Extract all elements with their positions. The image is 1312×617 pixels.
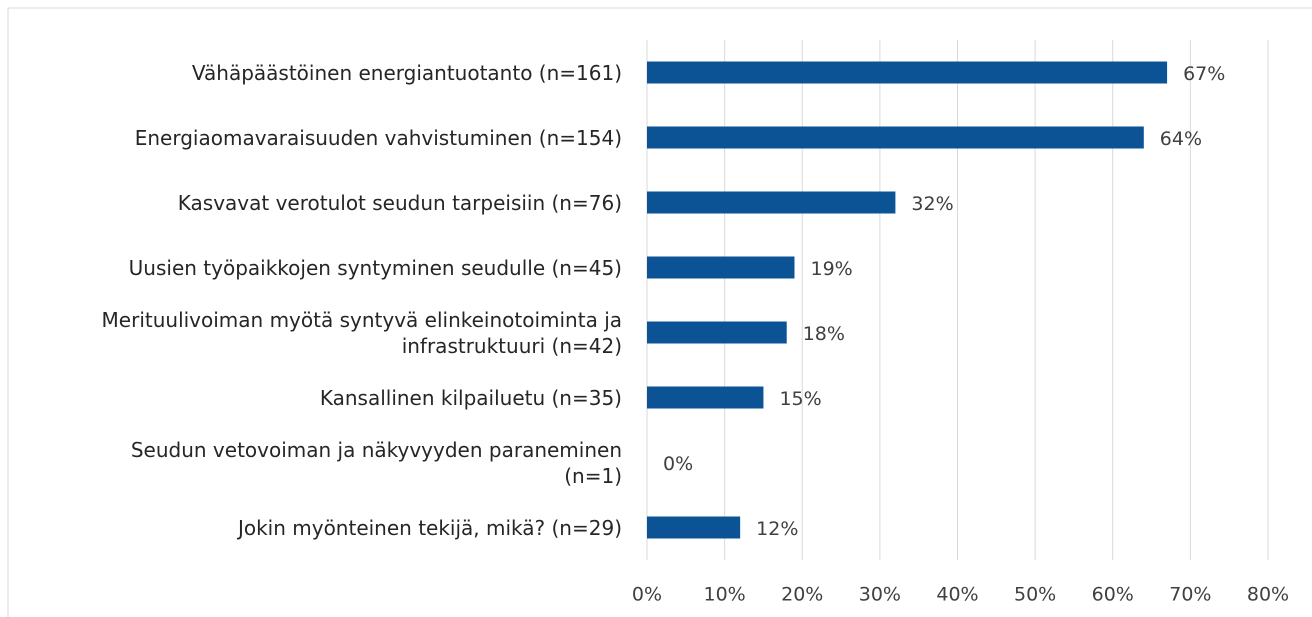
bar	[647, 126, 1144, 149]
category-label: Seudun vetovoiman ja näkyvyyden paranemi…	[130, 437, 622, 488]
category-label: Kasvavat verotulot seudun tarpeisiin (n=…	[177, 190, 622, 215]
value-label: 19%	[810, 258, 852, 280]
bar	[647, 386, 764, 409]
x-tick-label: 80%	[1247, 584, 1289, 606]
frame	[7, 7, 1312, 617]
x-tick-label: 0%	[632, 584, 662, 606]
value-label: 64%	[1160, 128, 1202, 150]
bar	[647, 61, 1168, 84]
category-label: Merituulivoiman myötä syntyvä elinkeinot…	[101, 307, 622, 358]
x-tick-label: 10%	[704, 584, 746, 606]
category-label: Uusien työpaikkojen syntyminen seudulle …	[128, 255, 622, 280]
bar	[647, 321, 787, 344]
x-tick-label: 70%	[1169, 584, 1211, 606]
x-tick-label: 20%	[781, 584, 823, 606]
bar	[647, 191, 896, 214]
value-label: 12%	[756, 518, 798, 540]
category-label: Vähäpäästöinen energiantuotanto (n=161)	[191, 60, 622, 85]
value-label: 32%	[911, 193, 953, 215]
bar	[647, 256, 795, 279]
value-label: 0%	[663, 453, 693, 475]
category-label: Jokin myönteinen tekijä, mikä? (n=29)	[237, 515, 622, 540]
bar	[647, 516, 741, 539]
x-tick-label: 40%	[936, 584, 978, 606]
x-tick-label: 50%	[1014, 584, 1056, 606]
x-tick-label: 60%	[1092, 584, 1134, 606]
value-label: 18%	[803, 323, 845, 345]
category-label: Kansallinen kilpailuetu (n=35)	[319, 385, 622, 410]
value-label: 15%	[779, 388, 821, 410]
x-tick-label: 30%	[859, 584, 901, 606]
category-label: Energiaomavaraisuuden vahvistuminen (n=1…	[134, 125, 622, 150]
value-label: 67%	[1183, 63, 1225, 85]
